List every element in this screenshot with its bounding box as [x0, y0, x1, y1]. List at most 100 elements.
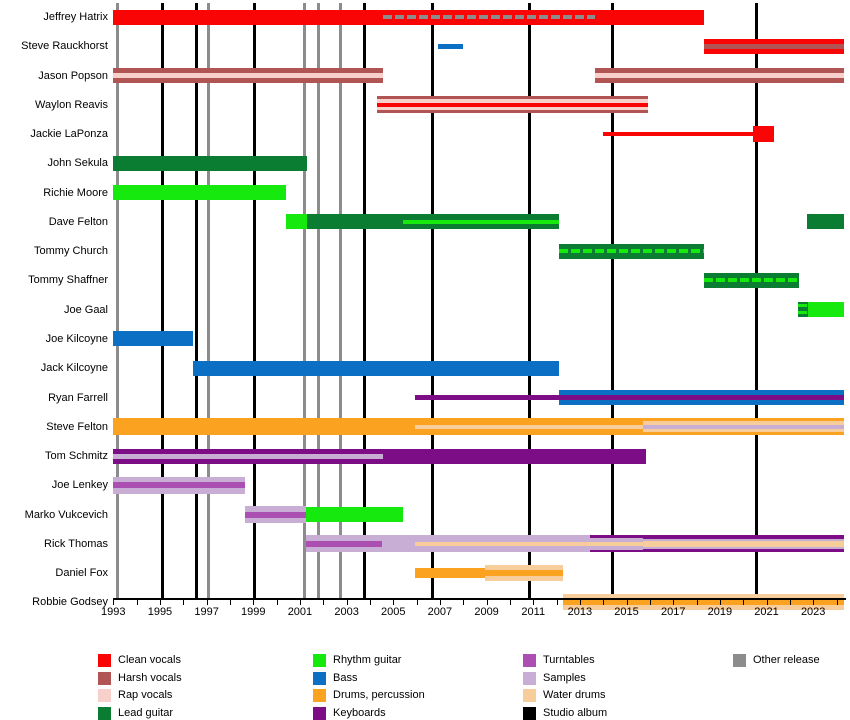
studio-album-line: [755, 3, 758, 598]
role-stripe-clean: [376, 102, 648, 107]
role-stripe-water: [484, 576, 564, 582]
legend-label-clean: Clean vocals: [118, 654, 181, 666]
axis-tick: [206, 600, 208, 605]
member-label: Tom Schmitz: [45, 450, 108, 463]
axis-tick: [719, 600, 721, 605]
legend-swatch-bass: [313, 671, 326, 685]
member-label: Richie Moore: [43, 186, 108, 199]
member-label: Rick Thomas: [44, 537, 108, 550]
axis-tick: [439, 600, 441, 605]
legend-label-lead: Lead guitar: [118, 706, 174, 719]
axis-tick: [299, 600, 301, 605]
axis-tick: [579, 600, 581, 605]
role-stripe-lead: [807, 214, 844, 230]
role-stripe-rap: [376, 99, 648, 103]
axis-tick: [766, 600, 768, 605]
role-stripe-drums: [642, 418, 844, 422]
axis-tick: [369, 600, 371, 605]
timeline-bar-segment: [414, 395, 559, 400]
role-stripe-clean: [382, 19, 596, 25]
timeline-bar-segment: [595, 9, 704, 25]
member-label: Ryan Farrell: [48, 391, 108, 404]
role-stripe-keys: [558, 395, 844, 400]
year-label: 1995: [147, 606, 173, 618]
timeline-bar-segment: [244, 506, 307, 524]
role-stripe-keys: [589, 549, 643, 553]
studio-album-line: [194, 3, 198, 598]
member-label: Jack Kilcoyne: [40, 362, 108, 375]
legend-label-bass: Bass: [333, 671, 358, 684]
timeline-bar-segment: [382, 535, 415, 553]
legend-label-samples: Samples: [543, 671, 586, 684]
axis-tick: [113, 600, 115, 605]
role-stripe-rap: [595, 73, 844, 79]
timeline-bar-segment: [113, 9, 383, 25]
role-stripe-drums: [642, 432, 844, 436]
role-stripe-water: [563, 594, 844, 600]
role-stripe-lead: [113, 155, 307, 171]
axis-tick: [649, 600, 651, 605]
member-label: Tommy Shaffner: [28, 274, 108, 287]
axis-tick: [253, 600, 255, 605]
timeline-bar-segment: [306, 214, 403, 230]
role-stripe-samples: [244, 506, 307, 512]
role-stripe-samples: [414, 535, 590, 542]
year-label: 2019: [707, 606, 733, 618]
timeline-bar-segment: [589, 535, 643, 553]
timeline-bar-segment: [603, 132, 753, 137]
axis-tick: [673, 600, 675, 605]
member-label: Joe Kilcoyne: [45, 332, 108, 345]
axis-tick: [323, 600, 325, 605]
legend-swatch-keys: [313, 706, 326, 720]
legend-label-rhythm: Rhythm guitar: [333, 654, 402, 666]
year-label: 2015: [614, 606, 639, 618]
year-label: 2021: [754, 606, 779, 618]
role-stripe-harsh: [376, 110, 648, 114]
role-stripe-water: [642, 428, 844, 433]
timeline-bar-segment: [113, 155, 307, 171]
studio-album-line: [253, 3, 257, 598]
year-label: 2017: [660, 606, 686, 618]
timeline-bar-segment: [382, 448, 647, 464]
role-stripe-lead: [306, 214, 403, 230]
other-release-line: [116, 3, 120, 598]
role-stripe-harsh: [595, 68, 844, 74]
other-release-line: [207, 3, 211, 598]
role-stripe-turntables: [306, 540, 383, 547]
timeline-bar-segment: [382, 9, 596, 25]
role-stripe-rhythm: [808, 302, 844, 318]
legend-label-keys: Keyboards: [333, 706, 386, 719]
legend-label-water: Water drums: [543, 689, 606, 702]
member-label: Joe Gaal: [63, 303, 108, 316]
timeline-bar-segment: [808, 302, 844, 318]
studio-album-line: [362, 3, 366, 598]
role-stripe-samples: [642, 546, 844, 549]
legend-label-album: Studio album: [543, 706, 608, 719]
legend-label-drums: Drums, percussion: [333, 689, 425, 702]
legend-label-rap: Rap vocals: [118, 689, 173, 702]
role-stripe-samples: [306, 535, 383, 541]
timeline-bar-segment: [703, 38, 844, 54]
year-label: 2009: [474, 606, 499, 618]
role-stripe-keys: [589, 535, 643, 538]
role-stripe-water: [484, 565, 564, 571]
role-stripe-rhythm: [798, 304, 809, 308]
legend-swatch-rhythm: [313, 654, 326, 667]
role-stripe-lead: [798, 302, 809, 305]
timeline-bar-segment: [595, 68, 844, 84]
axis-tick: [789, 600, 791, 605]
axis-tick: [556, 600, 558, 605]
role-stripe-water: [414, 424, 643, 429]
role-stripe-clean: [603, 132, 753, 137]
role-stripe-samples: [113, 488, 245, 494]
year-label: 2007: [427, 606, 453, 618]
timeline-bar-segment: [807, 214, 844, 230]
role-stripe-samples: [589, 537, 643, 542]
role-stripe-keys: [642, 548, 844, 553]
other-release-line: [316, 3, 320, 598]
role-stripe-clean: [703, 38, 844, 44]
role-stripe-rhythm: [703, 278, 800, 283]
role-stripe-rhythm: [285, 214, 307, 230]
role-stripe-drums: [484, 570, 564, 577]
role-stripe-bass: [113, 331, 194, 347]
